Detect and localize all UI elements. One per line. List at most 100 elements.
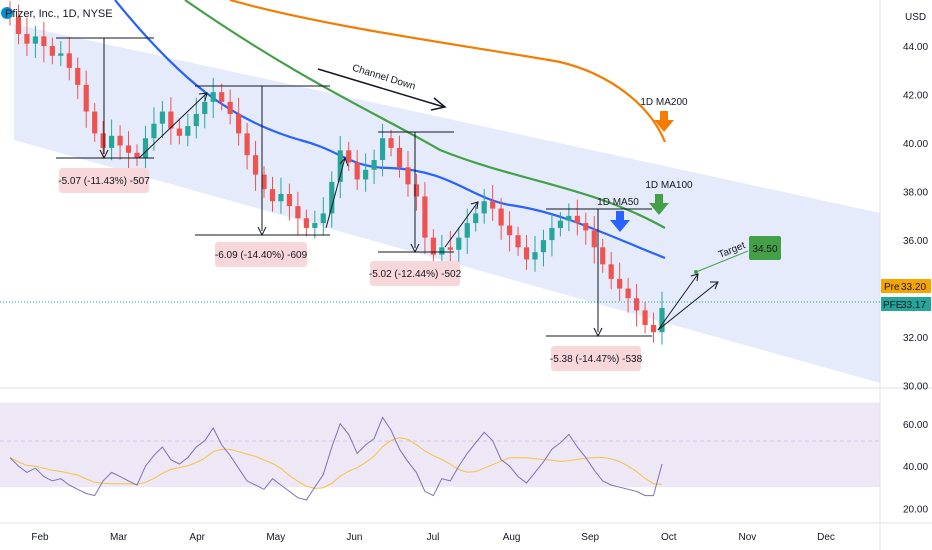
time-axis-tick: Jul [427, 532, 440, 543]
time-axis-tick: Aug [503, 532, 521, 543]
candle [15, 4, 22, 45]
ma200-arrow-icon [654, 111, 674, 132]
candle [439, 234, 445, 266]
price-axis-tick: 36.00 [903, 236, 928, 247]
candle [608, 251, 614, 290]
candle [532, 235, 538, 272]
candle [168, 97, 174, 145]
candle [227, 89, 233, 125]
measure-2 [195, 85, 330, 237]
candle [379, 123, 386, 177]
candle [142, 125, 149, 169]
ma50-arrow-icon [610, 211, 630, 232]
time-axis-tick: Sep [581, 532, 599, 543]
candle [490, 185, 496, 221]
pfizer-logo-icon [1, 7, 13, 19]
pfe-value: 33.17 [901, 300, 926, 311]
symbol-title: Pfizer, Inc., 1D, NYSE [5, 8, 113, 20]
target-origin-dot [694, 270, 698, 274]
candle [134, 144, 140, 167]
candle [269, 176, 276, 212]
candle [388, 129, 394, 157]
time-axis-tick: Nov [739, 532, 757, 543]
rebound-arrows [138, 92, 719, 331]
candle [625, 278, 631, 313]
price-axis-tick: 44.00 [903, 42, 928, 53]
candle [498, 198, 504, 240]
price-axis-tick: 38.00 [903, 188, 928, 199]
ma50-line [114, 0, 666, 260]
candle [591, 216, 597, 264]
measure-4-label-box [551, 346, 641, 371]
candle [600, 238, 606, 273]
candle [413, 173, 420, 211]
measure-3-label: -5.02 (-12.44%) -502 [369, 269, 462, 280]
time-axis-tick: Oct [661, 532, 677, 543]
price-axis-tick: 32.00 [903, 333, 928, 344]
candle [286, 183, 293, 221]
candle [473, 204, 479, 232]
candle [371, 149, 377, 185]
candle [456, 227, 462, 265]
ma200-line [229, 0, 667, 143]
candle [396, 135, 403, 178]
candle [75, 57, 81, 100]
rsi-overbought-oversold-band [0, 402, 880, 488]
candle [506, 211, 513, 252]
candle [252, 140, 259, 191]
candle [32, 25, 39, 58]
measure-3 [378, 131, 454, 254]
candle [583, 212, 589, 245]
time-axis-tick: May [266, 532, 285, 543]
target-line [695, 250, 749, 273]
price-axis-tick: 42.00 [903, 91, 928, 102]
candle [422, 182, 428, 254]
target-price: 34.50 [752, 244, 777, 255]
candle [540, 229, 547, 267]
candle [557, 212, 563, 237]
candle [41, 22, 47, 63]
measure-2-label: -6.09 (-14.40%) -609 [215, 250, 308, 261]
candle [66, 37, 72, 81]
time-axis-tick: Mar [110, 532, 128, 543]
candle [574, 199, 580, 236]
currency-label: USD [905, 12, 926, 23]
candle [100, 121, 106, 159]
candle [49, 37, 55, 65]
candle [125, 131, 132, 170]
candle [176, 120, 182, 145]
target-price-box [749, 236, 781, 260]
rsi-ma-line [9, 437, 663, 489]
candle [320, 197, 326, 236]
ma100-label: 1D MA100 [645, 180, 693, 191]
candle [58, 40, 64, 67]
candle [244, 122, 250, 170]
candle [523, 234, 530, 270]
measure-1 [56, 37, 154, 160]
price-axis-tick: 30.00 [903, 382, 928, 393]
candle [447, 231, 453, 263]
rsi-axis-tick: 60.00 [903, 420, 928, 431]
candle [515, 226, 521, 256]
measure-4-label: -5.38 (-14.47%) -538 [550, 354, 643, 365]
candle [83, 70, 89, 128]
rsi-axis-tick: 40.00 [903, 462, 928, 473]
candle [329, 171, 335, 228]
measure-4 [546, 208, 652, 338]
ma100-line [184, 0, 666, 229]
candle [617, 262, 623, 301]
candle [650, 312, 657, 343]
ma200-label: 1D MA200 [640, 97, 688, 108]
pfe-tag [881, 297, 931, 311]
measure-3-label-box [370, 261, 460, 286]
candle [210, 77, 216, 119]
price-axis-tick: 40.00 [903, 139, 928, 150]
candle [405, 151, 411, 197]
ma50-label: 1D MA50 [597, 197, 639, 208]
candle [481, 188, 487, 224]
measure-1-label-box [59, 168, 149, 193]
candle [430, 229, 436, 264]
pfe-label: PFE [883, 300, 903, 311]
candle [312, 210, 318, 239]
